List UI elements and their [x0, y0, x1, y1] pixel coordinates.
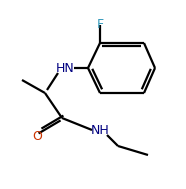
Text: O: O	[32, 130, 42, 143]
Text: F: F	[96, 19, 104, 32]
Text: HN: HN	[56, 61, 74, 74]
Text: NH: NH	[91, 123, 109, 136]
